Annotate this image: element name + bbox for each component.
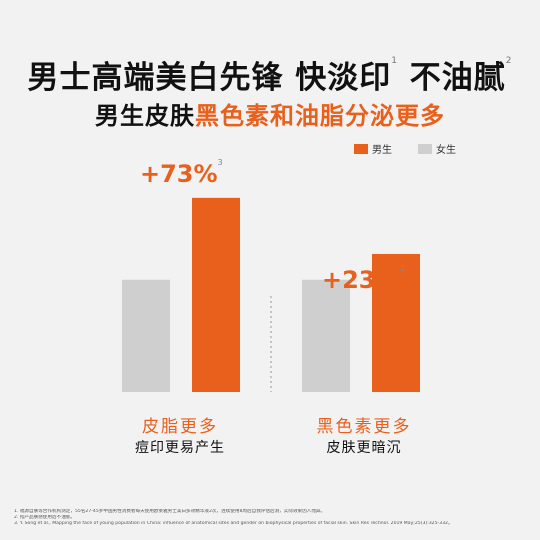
subhead: 男生皮肤黑色素和油脂分泌更多 <box>0 96 540 131</box>
bar-group-1-male <box>192 197 240 392</box>
group-2-increase-label: +23%3 <box>322 264 405 294</box>
group-1-note: 3 <box>217 158 223 167</box>
footnote-2: 2. 指产品肤感使用后不油腻。 <box>14 515 75 521</box>
bar-group-2-male <box>372 253 420 392</box>
subhead-accent: 黑色素和油脂分泌更多 <box>195 102 445 130</box>
group-2-caption-sub: 皮肤更暗沉 <box>326 440 402 456</box>
group-1-caption-sub: 痘印更易产生 <box>135 440 225 456</box>
group-1-caption-main: 皮脂更多 <box>142 417 218 437</box>
chart-legend: 男生 女生 <box>354 141 456 156</box>
subhead-lead: 男生皮肤 <box>95 102 195 130</box>
legend-swatch-female <box>418 143 432 154</box>
legend-label-female: 女生 <box>436 145 456 156</box>
headline-note-1: 1 <box>391 56 398 66</box>
group-2-caption-main: 黑色素更多 <box>316 417 412 437</box>
footnotes: 1. 福源自肤等合作机构测定，55名27-45岁中国男性消费者每天使用欧莱雅男士… <box>14 509 534 528</box>
footnote-3: 3. Y. Song et al., Mapping the face of y… <box>14 521 453 527</box>
headline-part2: 不油腻 <box>398 60 506 96</box>
headline-note-2: 2 <box>505 56 513 66</box>
group-1-increase-label: +73%3 <box>140 158 223 188</box>
headline-part1: 男士高端美白先锋 快淡印 <box>27 60 392 96</box>
legend-swatch-male <box>354 143 368 154</box>
bar-group-2-female <box>302 279 350 392</box>
legend-label-male: 男生 <box>372 145 392 156</box>
group-2-note: 3 <box>399 264 405 273</box>
headline: 男士高端美白先锋 快淡印1 不油腻2 <box>0 52 540 97</box>
footnote-1: 1. 福源自肤等合作机构测定，55名27-45岁中国男性消费者每天使用欧莱雅男士… <box>14 509 326 514</box>
bar-group-1-female <box>122 279 170 392</box>
